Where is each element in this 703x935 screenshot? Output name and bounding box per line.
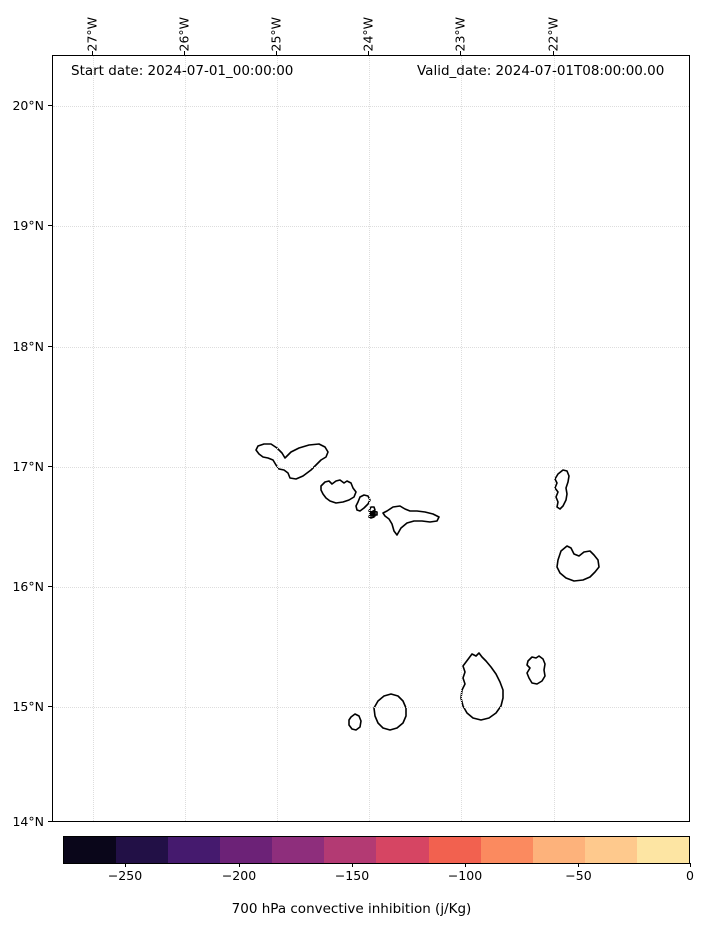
colorbar-segment-7 — [376, 837, 429, 863]
island-sao-vicente — [320, 479, 357, 504]
colorbar-tick-mark-neg50 — [578, 863, 579, 867]
ytick-mark-19n — [48, 225, 52, 226]
ytick-label-19n: 19°N — [12, 218, 44, 233]
xtick-label-26w: 26°W — [176, 16, 192, 52]
xtick-mark-27w — [91, 51, 93, 55]
gridline-lat-17n — [53, 467, 689, 468]
ytick-label-20n: 20°N — [12, 98, 44, 113]
xtick-label-27w: 27°W — [84, 16, 100, 52]
island-santa-luzia — [355, 494, 371, 512]
colorbar-segment-3 — [168, 837, 221, 863]
ytick-label-14n: 14°N — [12, 814, 44, 829]
gridline-lon-25w — [277, 56, 278, 821]
xtick-label-23w: 23°W — [452, 16, 468, 52]
xtick-label-24w: 24°W — [360, 16, 376, 52]
map-axes — [52, 55, 690, 822]
gridline-lon-24w — [369, 56, 370, 821]
colorbar — [63, 836, 690, 864]
colorbar-tick-label-zero: 0 — [686, 868, 694, 883]
ytick-mark-14n — [48, 821, 52, 822]
ytick-mark-18n — [48, 346, 52, 347]
gridline-lon-23w — [461, 56, 462, 821]
ytick-mark-20n — [48, 105, 52, 106]
colorbar-segment-4 — [220, 837, 273, 863]
colorbar-tick-mark-zero — [690, 863, 691, 867]
colorbar-tick-mark-neg250 — [125, 863, 126, 867]
ytick-mark-15n — [48, 706, 52, 707]
gridline-lon-26w — [184, 56, 186, 821]
ytick-label-18n: 18°N — [12, 339, 44, 354]
colorbar-tick-mark-neg200 — [239, 863, 240, 867]
xtick-mark-22w — [552, 51, 554, 55]
colorbar-tick-label-neg50: −50 — [565, 868, 592, 883]
colorbar-title: 700 hPa convective inhibition (j/Kg) — [231, 901, 472, 917]
colorbar-segment-12 — [636, 837, 689, 863]
gridline-lon-27w — [92, 56, 94, 821]
colorbar-tick-label-neg250: −250 — [107, 868, 143, 883]
colorbar-tick-label-neg150: −150 — [334, 868, 370, 883]
colorbar-segment-5 — [272, 837, 325, 863]
gridline-lat-19n — [53, 226, 689, 227]
gridline-lat-20n — [53, 106, 689, 107]
colorbar-tick-mark-neg100 — [465, 863, 466, 867]
coastline-layer — [255, 443, 600, 731]
island-santo-antao — [255, 443, 329, 480]
colorbar-segment-8 — [428, 837, 481, 863]
island-sao-nicolau — [382, 505, 440, 536]
xtick-mark-24w — [368, 51, 369, 55]
gridline-lat-16n — [53, 587, 689, 588]
island-brava — [348, 713, 362, 731]
island-boa-vista — [556, 545, 600, 582]
colorbar-segment-1 — [64, 837, 117, 863]
colorbar-segment-10 — [532, 837, 585, 863]
colorbar-tick-label-neg200: −200 — [221, 868, 257, 883]
island-fogo — [373, 693, 407, 731]
island-maio — [526, 655, 546, 685]
gridline-lat-15n — [53, 707, 689, 708]
colorbar-tick-label-neg100: −100 — [447, 868, 483, 883]
island-santiago — [460, 652, 504, 721]
colorbar-segment-11 — [584, 837, 637, 863]
ytick-label-15n: 15°N — [12, 699, 44, 714]
ytick-label-17n: 17°N — [12, 459, 44, 474]
valid-date-annotation: Valid_date: 2024-07-01T08:00:00.00 — [417, 63, 665, 79]
colorbar-tick-mark-neg150 — [352, 863, 353, 867]
xtick-label-25w: 25°W — [268, 16, 284, 52]
islet-mid — [369, 511, 375, 516]
xtick-mark-26w — [183, 51, 185, 55]
island-sal — [554, 469, 570, 510]
colorbar-segment-9 — [480, 837, 533, 863]
gridline-lon-22w — [553, 56, 555, 821]
colorbar-segment-6 — [324, 837, 377, 863]
xtick-label-22w: 22°W — [545, 16, 561, 52]
start-date-annotation: Start date: 2024-07-01_00:00:00 — [71, 63, 294, 79]
ytick-label-16n: 16°N — [12, 579, 44, 594]
gridline-lat-18n — [53, 347, 689, 348]
colorbar-segment-2 — [116, 837, 169, 863]
xtick-mark-23w — [460, 51, 461, 55]
ytick-mark-17n — [48, 466, 52, 467]
xtick-mark-25w — [276, 51, 277, 55]
ytick-mark-16n — [48, 586, 52, 587]
